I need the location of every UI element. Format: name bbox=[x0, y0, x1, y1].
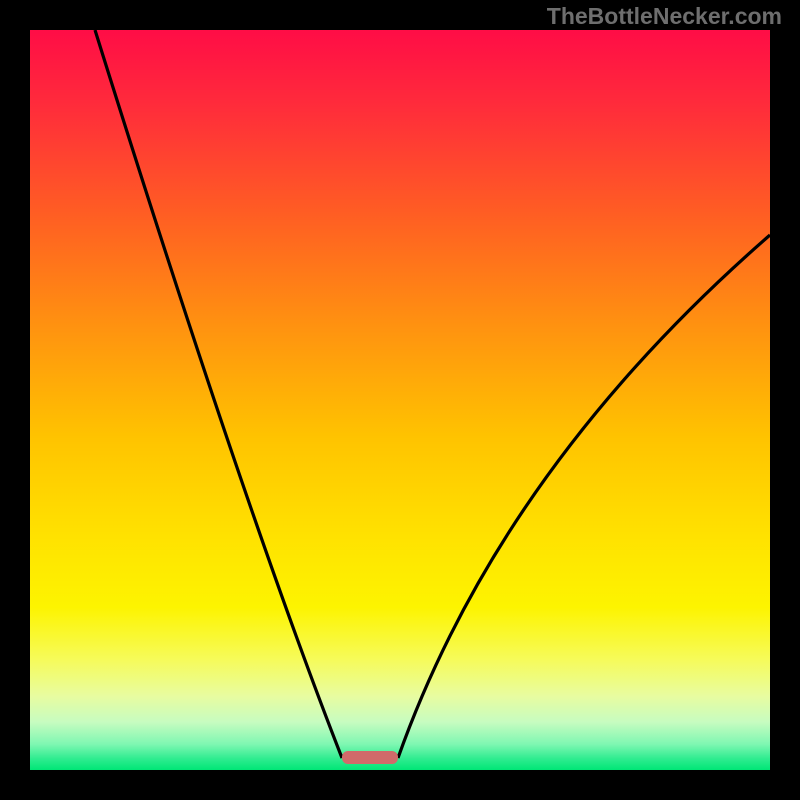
plot-area bbox=[30, 30, 770, 770]
watermark-label: TheBottleNecker.com bbox=[547, 3, 782, 30]
curve-left-branch bbox=[95, 30, 342, 758]
curve-right-branch bbox=[398, 235, 770, 758]
optimal-marker bbox=[342, 751, 398, 764]
canvas: TheBottleNecker.com bbox=[0, 0, 800, 800]
bottleneck-curve bbox=[30, 30, 770, 770]
